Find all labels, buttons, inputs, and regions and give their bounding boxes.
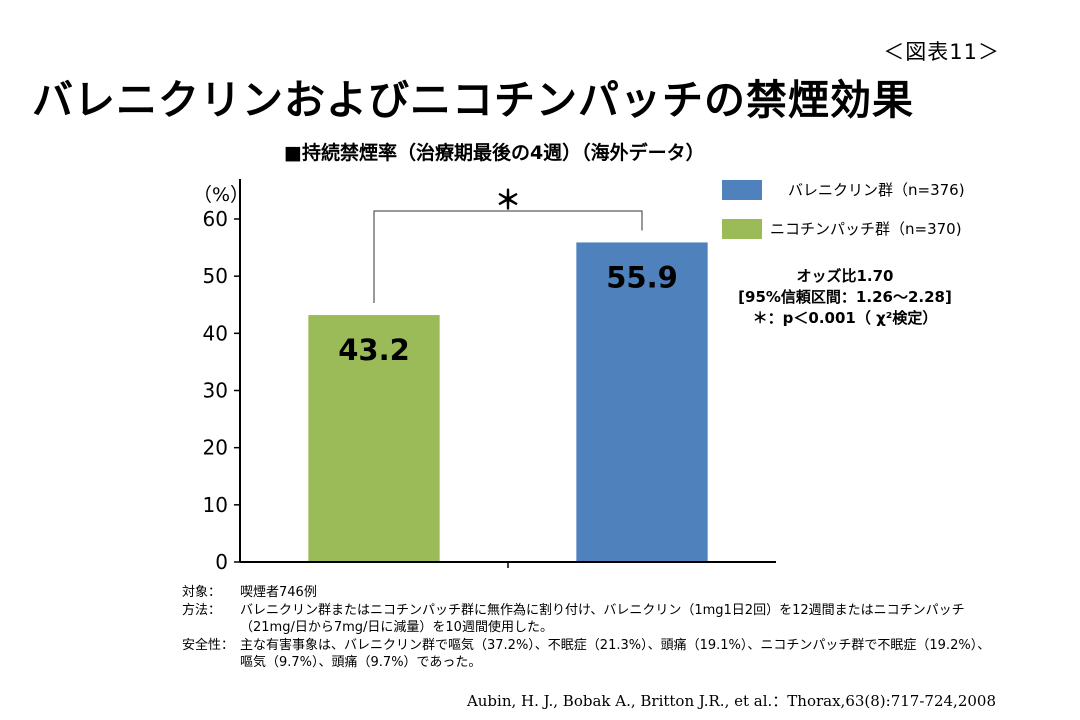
legend-item-nicotine-patch: ニコチンパッチ群（n=370) [722, 218, 962, 239]
stats-annotation: オッズ比1.70 [95%信頼区間：1.26〜2.28] ＊：p＜0.001（ … [710, 266, 980, 329]
significance-bracket [373, 210, 643, 304]
bar-1 [576, 242, 708, 562]
significance-marker: ＊ [495, 186, 521, 216]
y-tick-label: 0 [215, 550, 228, 574]
note-method: 方法： バレニクリン群またはニコチンパッチ群に無作為に割り付け、バレニクリン（1… [182, 602, 1000, 637]
chart-title: ■持続禁煙率（治療期最後の4週）（海外データ） [284, 142, 705, 164]
note-text: 喫煙者746例 [240, 585, 317, 600]
y-axis-unit: （%） [193, 184, 250, 206]
note-subjects: 対象： 喫煙者746例 [182, 584, 1000, 602]
legend-swatch-nicotine-patch [722, 218, 762, 239]
odds-ratio: オッズ比1.70 [796, 267, 894, 285]
y-tick-label: 20 [203, 436, 228, 460]
study-notes: 対象： 喫煙者746例 方法： バレニクリン群またはニコチンパッチ群に無作為に割… [182, 584, 1000, 672]
citation: Aubin, H. J., Bobak A., Britton J.R., et… [466, 692, 996, 710]
figure-label: ＜図表11＞ [883, 40, 1000, 64]
note-key: 方法： [182, 602, 222, 618]
note-text: 主な有害事象は、バレニクリン群で嘔気（37.2%）、不眠症（21.3%）、頭痛（… [240, 637, 991, 671]
y-tick-label: 30 [203, 379, 228, 403]
confidence-interval: [95%信頼区間：1.26〜2.28] [738, 288, 952, 306]
legend-label-varenicline: バレニクリン群（n=376) [788, 181, 965, 199]
bar-0 [308, 315, 440, 562]
y-tick-label: 10 [203, 493, 228, 517]
legend-item-varenicline: バレニクリン群（n=376) [722, 179, 965, 200]
y-tick-label: 50 [203, 264, 228, 288]
bar-value-label: 55.9 [606, 260, 678, 294]
bar-value-label: 43.2 [338, 333, 410, 367]
note-key: 対象： [182, 585, 222, 600]
y-tick-label: 60 [203, 207, 228, 231]
note-key: 安全性： [182, 637, 235, 653]
legend-label-nicotine-patch: ニコチンパッチ群（n=370) [770, 220, 962, 238]
page-title: バレニクリンおよびニコチンパッチの禁煙効果 [32, 76, 914, 124]
p-value: ＊：p＜0.001（ χ²検定） [752, 309, 938, 327]
note-safety: 安全性： 主な有害事象は、バレニクリン群で嘔気（37.2%）、不眠症（21.3%… [182, 637, 1000, 672]
legend-swatch-varenicline [722, 179, 762, 200]
y-tick-label: 40 [203, 321, 228, 345]
note-text: バレニクリン群またはニコチンパッチ群に無作為に割り付け、バレニクリン（1mg1日… [240, 602, 978, 636]
